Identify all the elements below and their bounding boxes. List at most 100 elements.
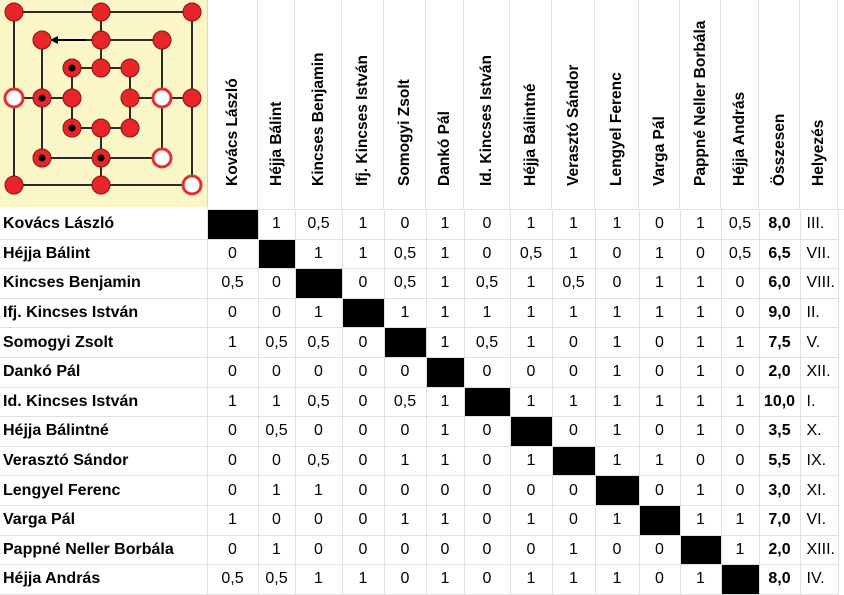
gridline — [341, 0, 342, 210]
result-cell: 0 — [464, 446, 511, 477]
result-cell: 1 — [595, 416, 640, 447]
column-header-player: Varga Pál — [639, 0, 680, 210]
result-cell: 0 — [680, 446, 722, 477]
white-piece — [151, 147, 173, 169]
result-cell: 0 — [342, 446, 385, 477]
column-header-row: Kovács László Héjja Bálint Kincses Benjami… — [0, 0, 844, 210]
result-cell: 1 — [639, 239, 681, 270]
result-cell: 1 — [426, 298, 465, 329]
result-cell: 0,5 — [384, 239, 427, 270]
column-header-label: Kincses Benjamin — [309, 52, 327, 186]
table-row: Héjja Bálintné 0 0,5 0 0 0 1 0 0 1 0 1 0 3,5 X. — [0, 416, 844, 447]
column-header-player: Verasztó Sándor — [552, 0, 595, 210]
red-piece — [152, 30, 172, 50]
result-cell: 0 — [384, 535, 427, 566]
result-cell: 1 — [680, 564, 722, 595]
column-header-label: Összesen — [770, 113, 788, 186]
result-cell: 1 — [258, 475, 296, 506]
result-cell: 0,5 — [464, 327, 511, 358]
total-cell: 6,5 — [759, 239, 801, 270]
result-cell: 0 — [342, 416, 385, 447]
diagonal-black-cell — [639, 505, 681, 536]
result-cell: 0 — [510, 475, 553, 506]
gridline — [551, 0, 552, 210]
column-header-player: Lengyel Ferenc — [595, 0, 639, 210]
total-cell: 8,0 — [759, 210, 801, 240]
gridline — [463, 0, 464, 210]
result-cell: 1 — [680, 416, 722, 447]
result-cell: 0 — [342, 268, 385, 299]
row-player-name: Kovács László — [0, 210, 208, 240]
result-cell: 0 — [464, 475, 511, 506]
red-piece — [91, 2, 111, 22]
result-cell: 1 — [680, 268, 722, 299]
column-header-total: Összesen — [759, 0, 800, 210]
result-cell: 0,5 — [384, 387, 427, 418]
result-cell: 1 — [680, 505, 722, 536]
diagonal-black-cell — [342, 298, 385, 329]
column-header-player: Héjja András — [721, 0, 759, 210]
result-cell: 0 — [464, 564, 511, 595]
result-cell: 0 — [639, 210, 681, 240]
total-cell: 3,5 — [759, 416, 801, 447]
result-cell: 0 — [639, 535, 681, 566]
red-piece — [182, 2, 202, 22]
result-cell: 1 — [384, 298, 427, 329]
result-cell: 0 — [207, 239, 259, 270]
result-cell: 1 — [552, 387, 596, 418]
result-cell: 0 — [552, 357, 596, 388]
result-cell: 0,5 — [207, 564, 259, 595]
result-cell: 1 — [207, 505, 259, 536]
result-cell: 0 — [295, 535, 343, 566]
result-cell: 0 — [510, 357, 553, 388]
result-cell: 0 — [639, 416, 681, 447]
red-piece — [120, 118, 140, 138]
column-header-label: Pappné Neller Borbála — [691, 20, 709, 186]
row-player-name: Pappné Neller Borbála — [0, 535, 208, 566]
result-cell: 1 — [295, 298, 343, 329]
result-cell: 1 — [680, 210, 722, 240]
gridline — [799, 0, 800, 210]
result-cell: 0 — [595, 535, 640, 566]
diagonal-black-cell — [552, 446, 596, 477]
piece-center-dot — [38, 94, 46, 102]
result-cell: 0 — [595, 268, 640, 299]
result-cell: 0 — [342, 327, 385, 358]
result-cell: 0 — [207, 298, 259, 329]
result-cell: 0,5 — [721, 210, 760, 240]
red-piece — [120, 58, 140, 78]
result-cell: 1 — [595, 210, 640, 240]
result-cell: 0 — [464, 535, 511, 566]
gridline — [720, 0, 721, 210]
result-cell: 1 — [510, 446, 553, 477]
result-cell: 0 — [384, 416, 427, 447]
result-cell: 1 — [258, 535, 296, 566]
result-cell: 1 — [639, 298, 681, 329]
result-cell: 1 — [639, 387, 681, 418]
result-cell: 1 — [595, 327, 640, 358]
total-cell: 7,0 — [759, 505, 801, 536]
red-piece — [4, 2, 24, 22]
result-cell: 0 — [258, 357, 296, 388]
table-row: Kincses Benjamin 0,5 0 0 0,5 1 0,5 1 0,5 0 1 1 0 6,0 V… — [0, 268, 844, 299]
rank-cell: X. — [800, 416, 839, 447]
diagonal-black-cell — [207, 210, 259, 240]
result-cell: 0 — [721, 475, 760, 506]
result-cell: 1 — [552, 239, 596, 270]
piece-center-dot — [38, 154, 46, 162]
result-cell: 0 — [721, 268, 760, 299]
gridline — [758, 0, 759, 210]
rank-cell: VIII. — [800, 268, 839, 299]
gridline — [679, 0, 680, 210]
result-cell: 0 — [342, 475, 385, 506]
row-player-name: Héjja Bálintné — [0, 416, 208, 447]
result-cell: 1 — [426, 505, 465, 536]
result-cell: 1 — [295, 239, 343, 270]
rank-cell: XIII. — [800, 535, 839, 566]
row-player-name: Lengyel Ferenc — [0, 475, 208, 506]
gridline — [594, 0, 595, 210]
diagonal-black-cell — [426, 357, 465, 388]
result-cell: 0 — [295, 416, 343, 447]
column-header-label: Héjja András — [731, 91, 748, 186]
red-piece — [91, 175, 111, 195]
